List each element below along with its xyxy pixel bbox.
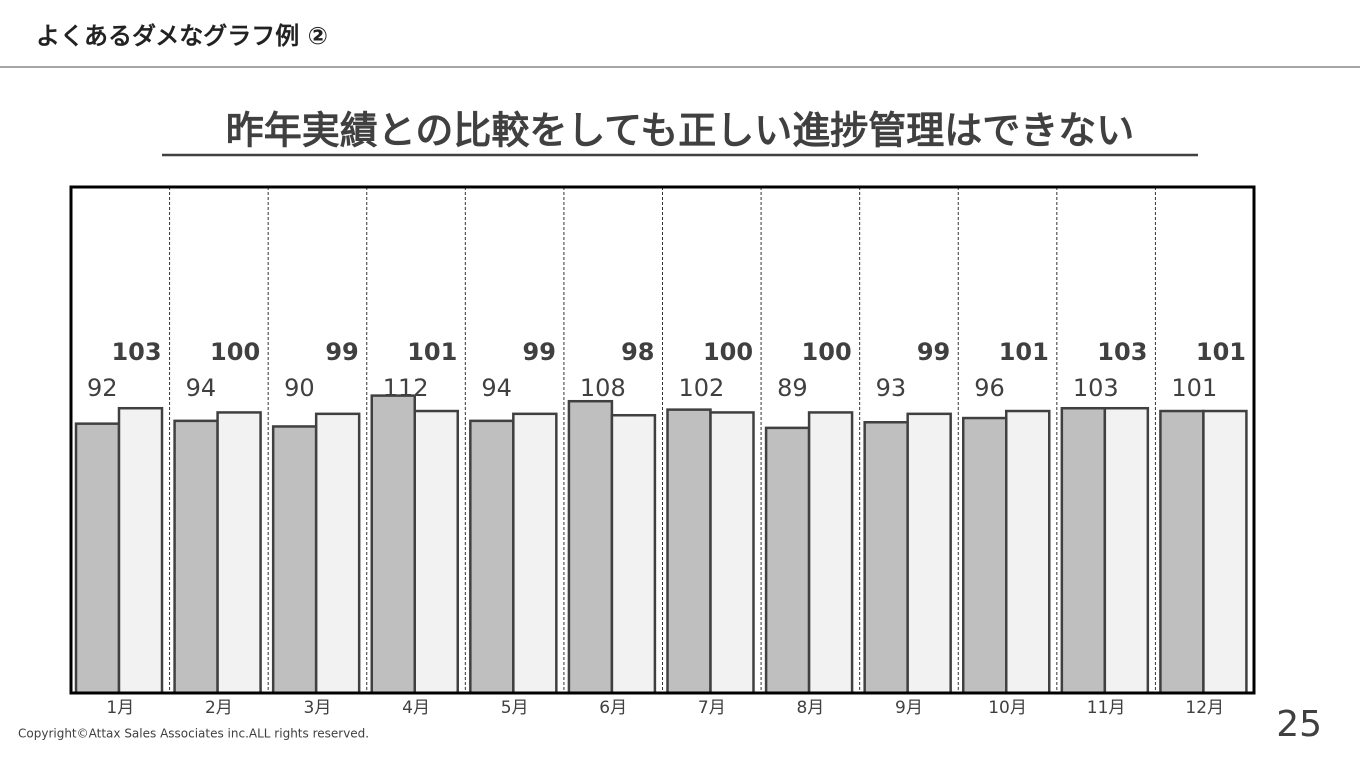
bar [216, 411, 262, 695]
bar [271, 425, 318, 695]
bar [666, 408, 712, 695]
bar [610, 413, 657, 695]
value-label: 90 [284, 374, 315, 402]
value-label: 99 [523, 338, 556, 366]
value-label: 103 [111, 338, 161, 366]
bar [413, 409, 459, 695]
bar [512, 412, 558, 695]
value-label: 100 [802, 338, 852, 366]
chart-title: 昨年実績との比較をしても正しい進捗管理はできない [226, 109, 1135, 153]
value-label: 96 [974, 374, 1005, 402]
value-label: 101 [1196, 338, 1246, 366]
value-label: 100 [703, 338, 753, 366]
value-label: 92 [87, 374, 118, 402]
bar [567, 399, 614, 695]
value-label: 94 [186, 374, 217, 402]
bar [370, 394, 416, 695]
x-tick-label: 2月 [205, 698, 233, 718]
x-tick-label: 7月 [698, 698, 726, 718]
value-label: 112 [383, 374, 429, 402]
value-label: 93 [876, 374, 907, 402]
bar [1159, 409, 1205, 695]
bar [117, 406, 164, 695]
bar [1103, 406, 1150, 695]
bar [173, 419, 219, 695]
bar [314, 412, 361, 695]
page-number: 25 [1276, 704, 1322, 745]
value-label: 101 [1171, 374, 1217, 402]
value-label: 103 [1073, 374, 1119, 402]
x-tick-label: 10月 [988, 698, 1027, 718]
bar [962, 416, 1008, 695]
value-label: 94 [481, 374, 512, 402]
value-label: 99 [325, 338, 358, 366]
value-label: 102 [679, 374, 725, 402]
bar [807, 411, 854, 695]
value-label: 89 [777, 374, 808, 402]
bar [863, 421, 909, 695]
bar [1060, 406, 1107, 695]
value-label: 98 [621, 338, 654, 366]
value-label: 100 [210, 338, 260, 366]
x-tick-label: 12月 [1185, 698, 1224, 718]
value-label: 101 [407, 338, 457, 366]
x-tick-label: 4月 [402, 698, 430, 718]
x-tick-label: 3月 [304, 698, 332, 718]
value-label: 103 [1097, 338, 1147, 366]
copyright: Copyright©Attax Sales Associates inc.ALL… [18, 727, 369, 741]
value-label: 99 [917, 338, 950, 366]
plot-frame [69, 185, 1256, 695]
x-tick-label: 8月 [796, 698, 824, 718]
bar [1005, 409, 1051, 695]
slide-heading: よくあるダメなグラフ例 ② [36, 22, 328, 50]
x-tick-label: 6月 [599, 698, 627, 718]
bar [906, 412, 952, 695]
bar [74, 422, 121, 695]
x-tick-label: 1月 [106, 698, 134, 718]
bar [764, 426, 811, 695]
value-label: 108 [580, 374, 626, 402]
x-tick-label: 11月 [1087, 698, 1126, 718]
value-label: 101 [999, 338, 1049, 366]
x-tick-label: 5月 [501, 698, 529, 718]
bar [469, 419, 515, 695]
x-tick-label: 9月 [895, 698, 923, 718]
bar [1202, 409, 1248, 695]
bar [709, 411, 755, 695]
